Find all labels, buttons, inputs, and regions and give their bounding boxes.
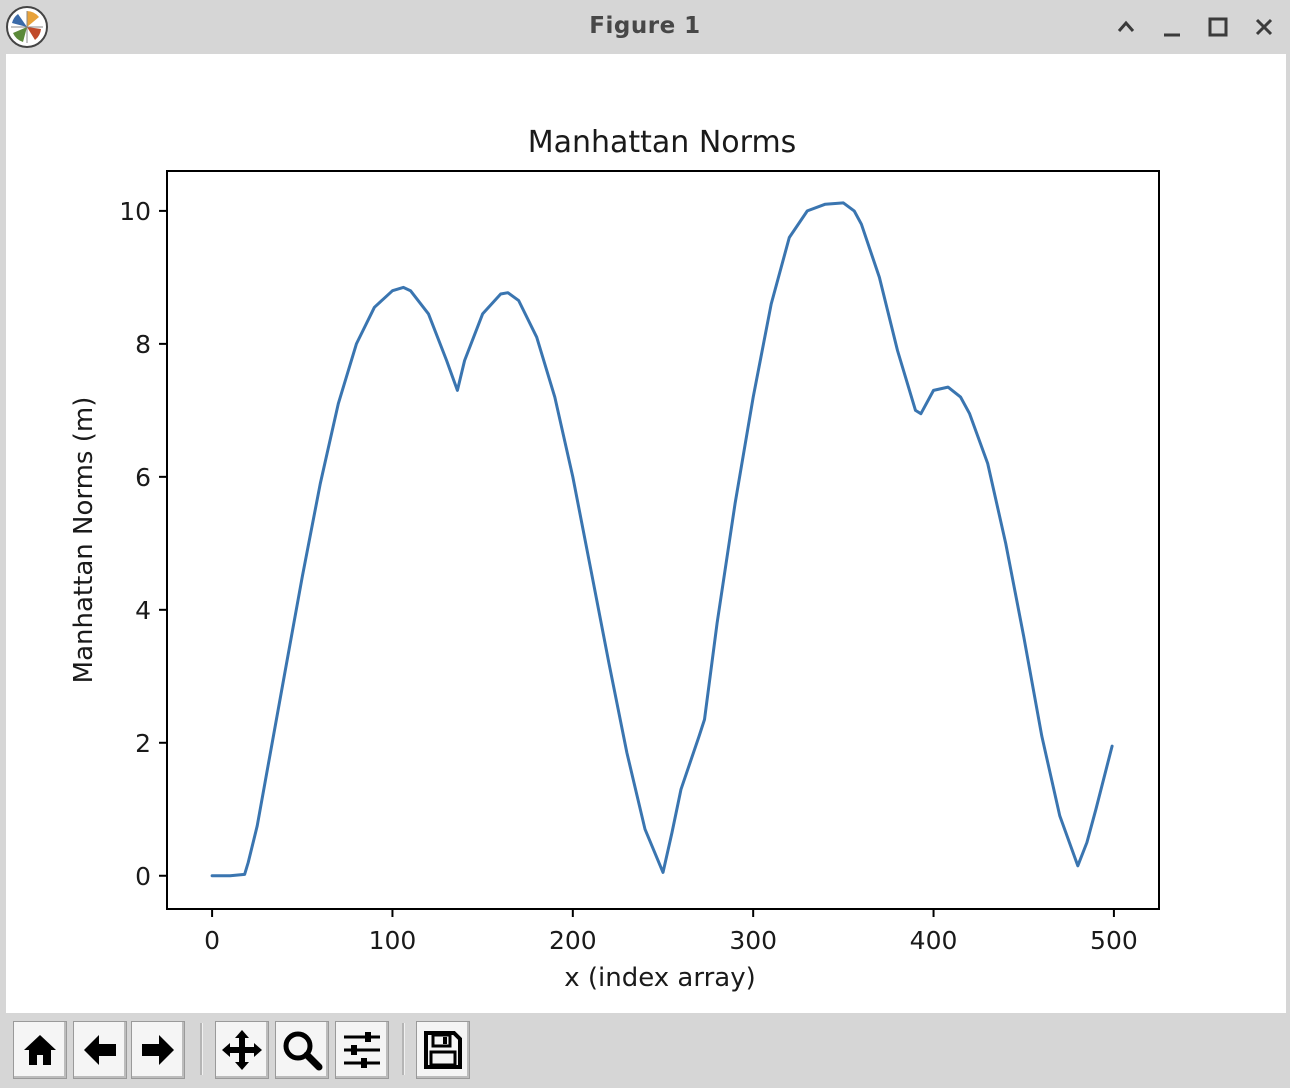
matplotlib-logo-icon [6, 6, 48, 48]
configure-subplots-button[interactable] [335, 1021, 389, 1079]
forward-arrow-icon [142, 1035, 174, 1065]
window-title: Figure 1 [589, 13, 701, 39]
plot-area: Manhattan Norms 0 100 200 300 400 500 0 2 4 6 8 10… [69, 125, 1160, 993]
save-icon [424, 1031, 462, 1069]
window-titlebar: Figure 1 [0, 0, 1290, 54]
minimize-icon[interactable] [1159, 14, 1185, 40]
pan-button[interactable] [215, 1021, 269, 1079]
y-tick-label: 0 [135, 862, 151, 891]
figure-canvas[interactable]: Manhattan Norms 0 100 200 300 400 500 0 2 4 6 8 10… [6, 54, 1286, 1013]
toolbar-separator [402, 1023, 405, 1075]
y-tick-label: 4 [135, 596, 151, 625]
y-tick-label: 6 [135, 463, 151, 492]
x-axis-label: x (index array) [564, 963, 756, 993]
axes-frame [166, 170, 1160, 910]
toolbar-separator [200, 1023, 203, 1075]
configure-subplots-icon [344, 1032, 380, 1068]
forward-button[interactable] [131, 1021, 185, 1079]
home-button[interactable] [13, 1021, 67, 1079]
x-tick-label: 100 [369, 926, 417, 955]
zoom-icon [283, 1031, 323, 1071]
back-arrow-icon [84, 1035, 116, 1065]
x-tick-label: 200 [549, 926, 597, 955]
zoom-button[interactable] [275, 1021, 329, 1079]
x-tick-label: 0 [204, 926, 220, 955]
chart-title: Manhattan Norms [528, 125, 797, 160]
pan-icon [222, 1030, 262, 1070]
collapse-icon[interactable] [1113, 14, 1139, 40]
x-tick-label: 400 [910, 926, 958, 955]
home-icon [24, 1035, 56, 1065]
close-icon[interactable] [1251, 14, 1277, 40]
back-button[interactable] [73, 1021, 127, 1079]
save-button[interactable] [416, 1021, 470, 1079]
y-axis-label: Manhattan Norms (m) [69, 397, 99, 684]
x-tick-label: 500 [1090, 926, 1138, 955]
y-tick-label: 8 [135, 330, 151, 359]
series-line [210, 201, 1114, 878]
y-tick-label: 10 [119, 197, 151, 226]
maximize-icon[interactable] [1205, 14, 1231, 40]
x-tick-label: 300 [729, 926, 777, 955]
navigation-toolbar [0, 1013, 1290, 1088]
y-tick-label: 2 [135, 729, 151, 758]
